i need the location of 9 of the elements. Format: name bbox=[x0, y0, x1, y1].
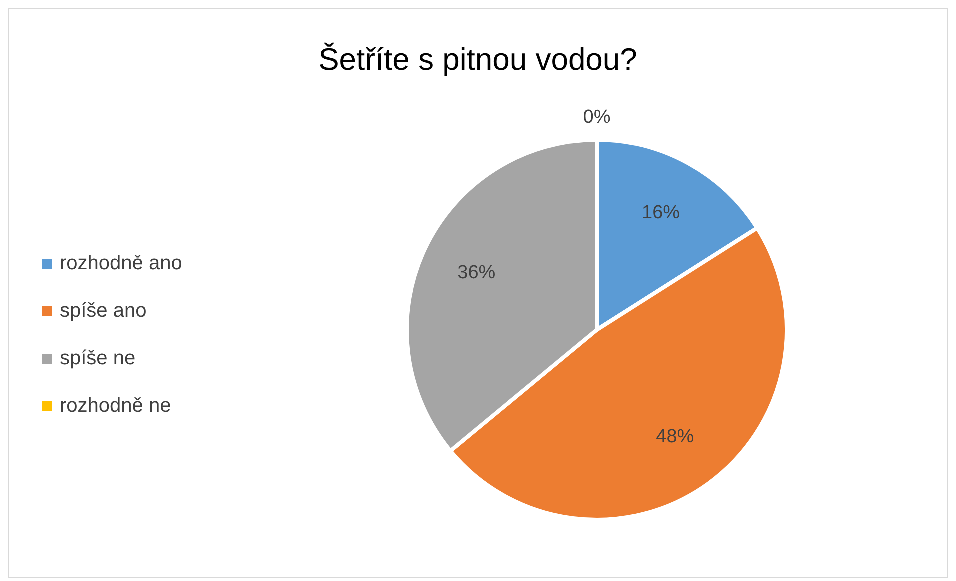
legend-label: rozhodně ne bbox=[60, 394, 172, 417]
chart-title: Šetříte s pitnou vodou? bbox=[318, 42, 638, 77]
legend-label: rozhodně ano bbox=[60, 252, 182, 274]
legend-label: spíše ano bbox=[60, 300, 147, 322]
data-label: 16% bbox=[642, 202, 680, 224]
data-label: 36% bbox=[458, 262, 496, 284]
legend-label: spíše ne bbox=[60, 347, 136, 370]
text: 0% bbox=[583, 107, 611, 128]
data-label: 48% bbox=[656, 426, 694, 448]
